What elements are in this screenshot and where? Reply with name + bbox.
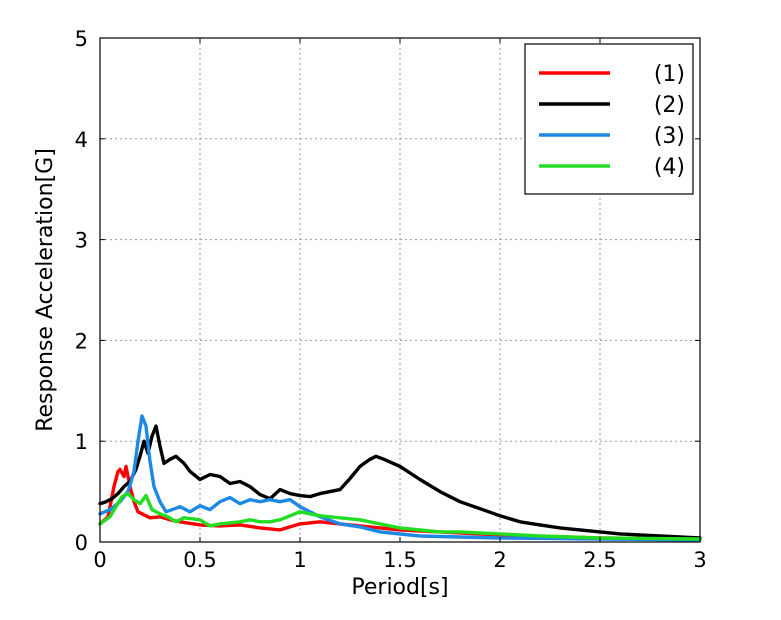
y-tick-label: 4	[75, 128, 88, 152]
x-tick-label: 0	[93, 548, 106, 572]
y-tick-label: 1	[75, 430, 88, 454]
y-tick-label: 3	[75, 229, 88, 253]
series-line-3	[98, 414, 702, 542]
legend: (1) (2) (3) (4)	[524, 43, 694, 195]
x-tick-label: 2	[493, 548, 506, 572]
legend-label-1: (1)	[654, 62, 685, 87]
x-tick-label: 1.5	[383, 548, 416, 572]
y-tick-label: 0	[75, 531, 88, 555]
series-line-1	[98, 464, 702, 541]
legend-label-2: (2)	[654, 93, 685, 118]
tick-labels: 0 0.5 1 1.5 2 2.5 3 0 1 2 3 4 5	[75, 27, 707, 572]
x-tick-label: 2.5	[583, 548, 616, 572]
x-tick-label: 0.5	[183, 548, 216, 572]
series-line-4	[98, 491, 702, 541]
legend-box	[524, 43, 694, 195]
y-tick-label: 2	[75, 329, 88, 353]
legend-label-3: (3)	[654, 124, 685, 149]
x-axis-label: Period[s]	[351, 575, 448, 600]
x-tick-label: 3	[693, 548, 706, 572]
legend-label-4: (4)	[654, 155, 685, 180]
y-tick-label: 5	[75, 27, 88, 51]
series-layer	[98, 414, 702, 542]
x-tick-label: 1	[293, 548, 306, 572]
y-axis-label: Response Acceleration[G]	[33, 148, 58, 432]
